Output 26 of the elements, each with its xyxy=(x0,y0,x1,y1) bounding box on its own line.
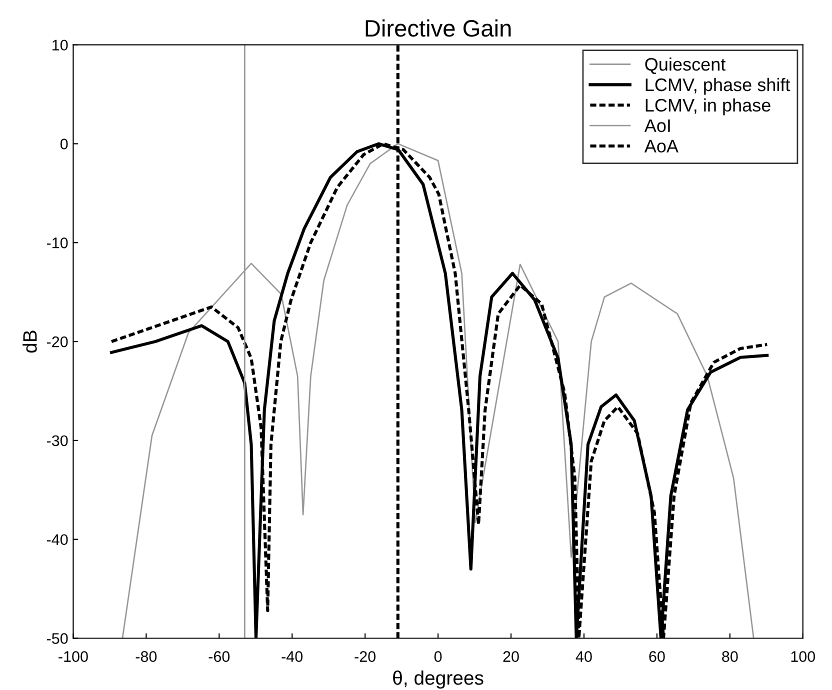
x-axis-title: θ, degrees xyxy=(393,670,484,689)
y-axis-title: dB xyxy=(22,330,37,353)
x-tick-label: 20 xyxy=(503,651,519,662)
y-tick-label: -50 xyxy=(46,633,68,644)
y-tick-label: 10 xyxy=(52,40,68,51)
y-tick-label: -10 xyxy=(46,238,68,248)
y-tick-label: 0 xyxy=(60,138,68,150)
legend-label: LCMV, phase shift xyxy=(646,78,790,95)
y-tick-label: -20 xyxy=(46,336,68,348)
x-tick-label: 80 xyxy=(722,651,738,662)
x-tick-label: -60 xyxy=(208,651,230,662)
x-tick-label: -100 xyxy=(58,651,88,662)
x-tick-label: 0 xyxy=(434,651,442,662)
x-tick-label: -80 xyxy=(136,651,157,662)
x-tick-label: -40 xyxy=(282,651,303,662)
x-tick-label: 40 xyxy=(576,651,592,662)
x-tick-label: 100 xyxy=(791,651,816,662)
y-tick-label: -30 xyxy=(46,435,68,446)
legend-label: Quiescent xyxy=(645,57,726,74)
x-tick-label: 60 xyxy=(649,651,665,662)
y-tick-label: -40 xyxy=(46,534,68,546)
chart-title: Directive Gain xyxy=(366,19,511,37)
legend-label: AoA xyxy=(644,140,678,153)
x-tick-label: -20 xyxy=(354,651,376,662)
legend-label: AoI xyxy=(644,119,670,132)
legend-label: LCMV, in phase xyxy=(646,98,770,116)
